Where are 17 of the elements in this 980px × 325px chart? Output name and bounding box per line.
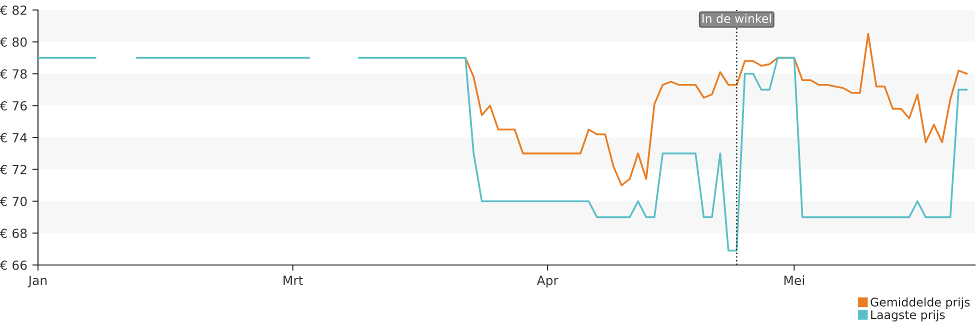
line-series	[464, 33, 968, 186]
x-tick-label: Jan	[28, 276, 47, 288]
y-tick-label: € 66	[0, 260, 27, 270]
y-tick-label: € 76	[0, 101, 27, 111]
x-tick-label: Apr	[536, 276, 558, 288]
y-tick-label: € 70	[0, 196, 27, 206]
legend-label: Gemiddelde prijs	[870, 297, 970, 309]
y-tick-label: € 82	[0, 5, 26, 15]
y-tick-label: € 74	[0, 132, 27, 142]
y-tick-label: € 68	[0, 228, 27, 238]
y-tick-label: € 80	[0, 37, 27, 47]
ref-line-label: In de winkel	[702, 14, 771, 23]
y-tick-label: € 78	[0, 69, 27, 79]
x-tick-label: Mrt	[284, 276, 303, 285]
x-tick-label: Mei	[784, 275, 804, 286]
y-tick-label: € 72	[0, 164, 26, 174]
legend-label: Laagste prijs	[871, 310, 945, 322]
